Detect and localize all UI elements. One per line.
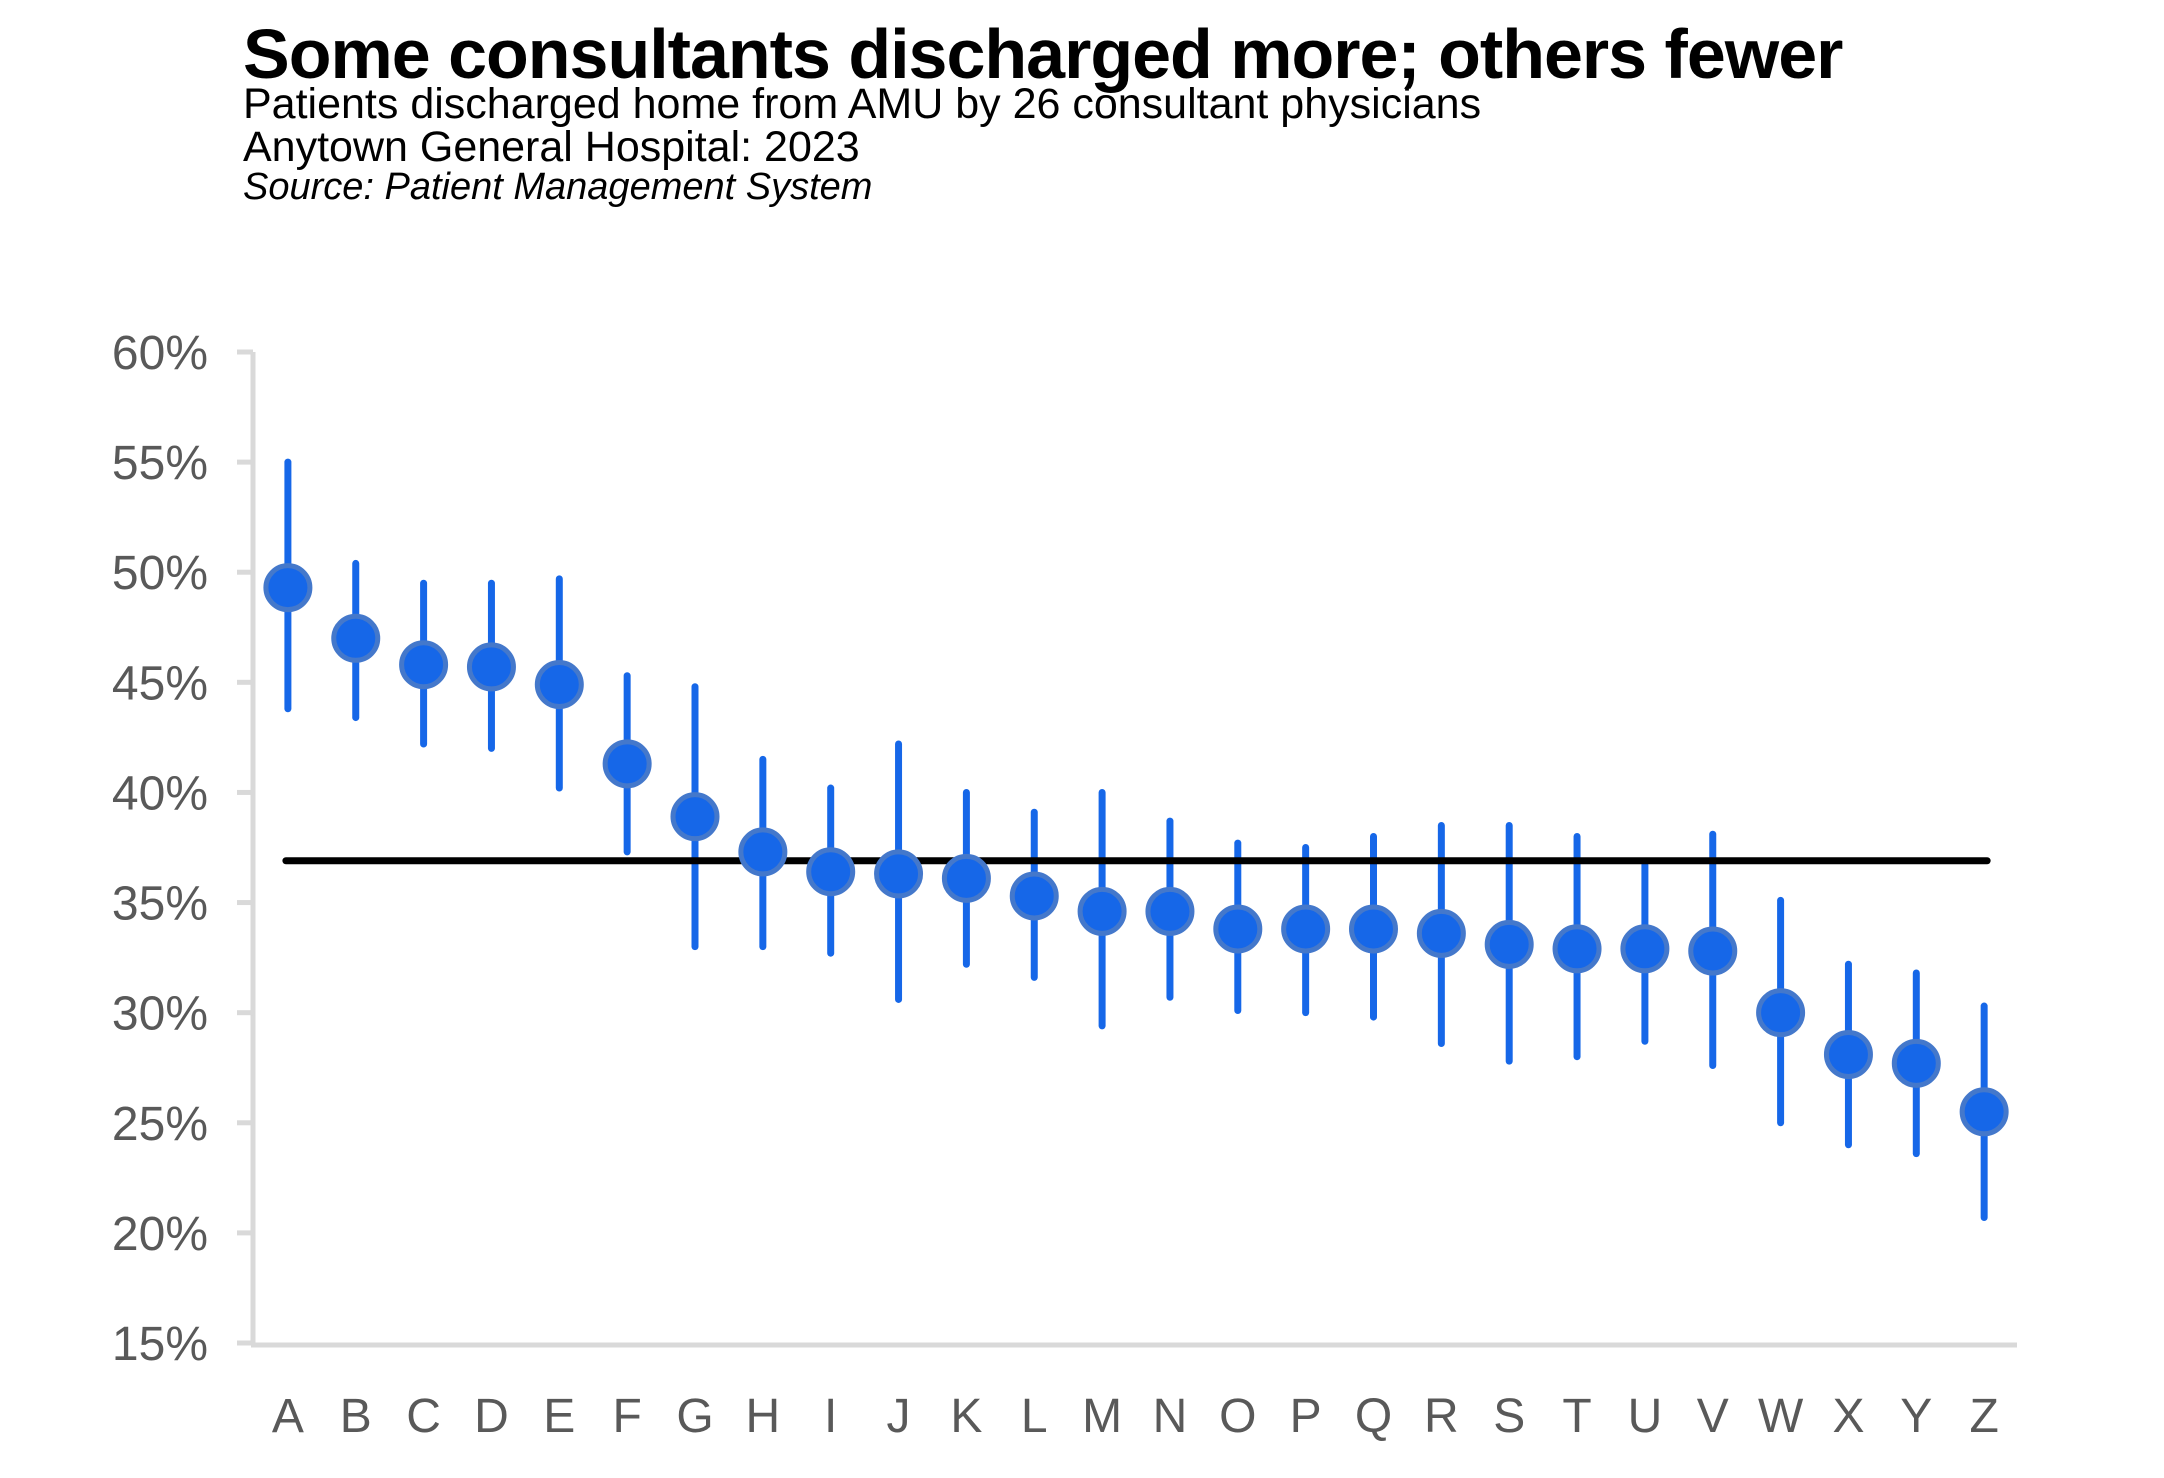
data-point-J: [874, 849, 924, 899]
y-tick-label-50: 50%: [112, 547, 208, 600]
x-category-label-O: O: [1219, 1390, 1256, 1443]
x-category-label-E: E: [543, 1390, 575, 1443]
x-category-label-B: B: [340, 1390, 372, 1443]
y-tick-label-35: 35%: [112, 878, 208, 931]
x-category-label-D: D: [474, 1390, 509, 1443]
x-category-label-R: R: [1424, 1390, 1459, 1443]
data-point-V: [1688, 926, 1738, 976]
x-category-label-V: V: [1697, 1390, 1729, 1443]
x-category-label-M: M: [1082, 1390, 1122, 1443]
data-point-R: [1416, 908, 1466, 958]
data-point-Q: [1349, 904, 1398, 954]
data-point-W: [1756, 988, 1806, 1038]
data-point-A: [263, 563, 313, 613]
data-point-B: [331, 613, 381, 663]
y-tick-label-55: 55%: [112, 437, 208, 490]
x-category-label-X: X: [1832, 1390, 1864, 1443]
x-category-label-Q: Q: [1355, 1390, 1392, 1443]
y-tick-label-20: 20%: [112, 1208, 208, 1261]
data-point-T: [1552, 924, 1602, 974]
x-category-label-G: G: [676, 1390, 713, 1443]
x-category-label-T: T: [1562, 1390, 1591, 1443]
x-category-label-H: H: [746, 1390, 781, 1443]
data-point-X: [1823, 1030, 1873, 1080]
x-category-label-J: J: [887, 1390, 911, 1443]
y-tick-label-25: 25%: [112, 1098, 208, 1151]
x-category-label-A: A: [272, 1390, 304, 1443]
x-category-label-N: N: [1153, 1390, 1188, 1443]
chart-subtitle: Patients discharged home from AMU by 26 …: [243, 80, 1482, 128]
chart-source: Source: Patient Management System: [243, 166, 873, 208]
data-point-Z: [1959, 1087, 2009, 1137]
data-point-M: [1077, 886, 1127, 936]
data-point-Y: [1891, 1038, 1941, 1088]
x-category-label-F: F: [612, 1390, 641, 1443]
x-category-label-S: S: [1493, 1390, 1525, 1443]
data-point-E: [534, 660, 584, 710]
data-point-L: [1009, 871, 1059, 921]
x-category-label-C: C: [406, 1390, 441, 1443]
x-category-label-Z: Z: [1969, 1390, 1998, 1443]
data-point-G: [670, 792, 720, 842]
data-point-C: [399, 640, 449, 690]
data-point-O: [1213, 904, 1263, 954]
x-category-label-I: I: [824, 1390, 837, 1443]
chart-title: Some consultants discharged more; others…: [243, 15, 1843, 93]
data-point-F: [602, 739, 652, 789]
x-category-label-Y: Y: [1900, 1390, 1932, 1443]
y-tick-label-15: 15%: [112, 1318, 208, 1371]
x-category-label-L: L: [1021, 1390, 1048, 1443]
data-point-S: [1484, 919, 1534, 969]
data-point-H: [738, 827, 788, 877]
data-point-N: [1145, 886, 1195, 936]
x-category-label-K: K: [950, 1390, 982, 1443]
x-category-label-U: U: [1628, 1390, 1663, 1443]
data-point-U: [1620, 924, 1670, 974]
x-category-label-P: P: [1290, 1390, 1322, 1443]
data-point-P: [1281, 904, 1331, 954]
chart-caption: Anytown General Hospital: 2023: [243, 123, 860, 171]
y-tick-label-30: 30%: [112, 988, 208, 1041]
y-tick-label-45: 45%: [112, 657, 208, 710]
data-point-K: [941, 853, 991, 903]
data-point-I: [806, 847, 856, 897]
data-point-D: [466, 642, 516, 692]
y-tick-label-40: 40%: [112, 767, 208, 820]
y-tick-label-60: 60%: [112, 327, 208, 380]
x-category-label-W: W: [1758, 1390, 1804, 1443]
